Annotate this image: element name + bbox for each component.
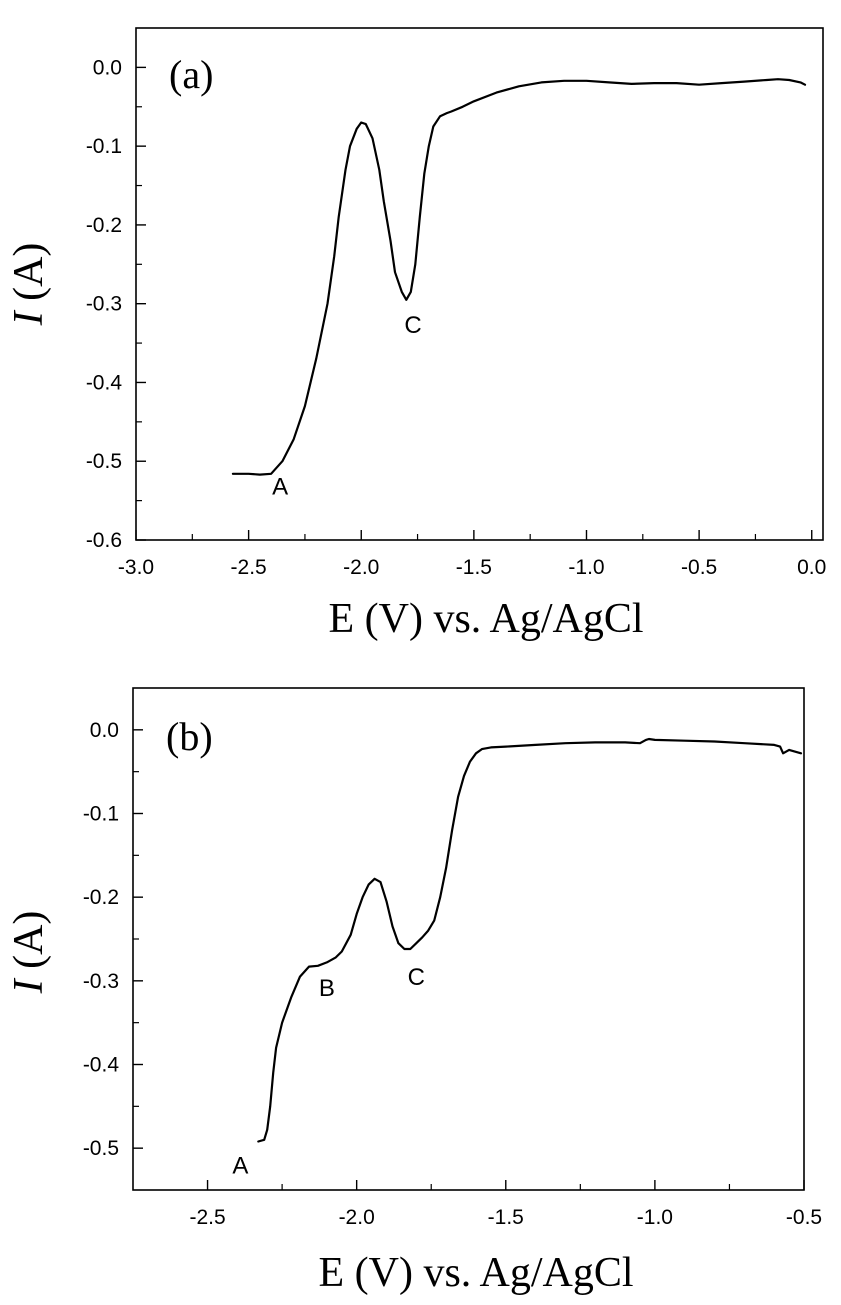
x-tick-label: -1.5 (456, 556, 492, 579)
plot-frame (135, 27, 824, 541)
y-tick-label: -0.1 (86, 135, 122, 158)
x-tick-label: -2.0 (339, 1206, 375, 1229)
x-tick-label: -1.0 (568, 556, 604, 579)
y-tick-label: -0.3 (83, 970, 119, 993)
x-tick-label: -1.0 (637, 1206, 673, 1229)
y-tick-label: -0.1 (83, 803, 119, 826)
annotation-C: C (408, 964, 425, 991)
series-line-current (231, 78, 807, 476)
panel-label: (a) (169, 52, 213, 97)
y-axis-title-italic: I (6, 309, 52, 326)
panel-label: (b) (166, 714, 213, 759)
y-tick-label: -0.6 (86, 529, 122, 552)
x-tick-label: -0.5 (681, 556, 717, 579)
y-axis-title: I (A) (6, 911, 52, 995)
series-line-current (257, 737, 803, 1143)
x-axis-title: E (V) vs. Ag/AgCl (319, 1250, 634, 1296)
y-tick-label: -0.5 (86, 450, 122, 473)
y-tick-label: 0.0 (93, 56, 122, 79)
y-tick-label: -0.5 (83, 1137, 119, 1160)
annotation-C: C (404, 312, 421, 339)
annotation-A: A (232, 1152, 248, 1179)
x-tick-label: -2.0 (343, 556, 379, 579)
y-tick-label: -0.4 (83, 1054, 120, 1077)
chart-panel-b: -2.5 -2.0 -1.5 -1.0 -0.5 0.0 -0.1 -0.2 -0.3 -0.4 -… (6, 687, 822, 1296)
annotation-A: A (272, 473, 288, 500)
x-tick-label: -2.5 (231, 556, 267, 579)
x-tick-label: -3.0 (118, 556, 154, 579)
y-tick-label: 0.0 (90, 719, 119, 742)
annotation-B: B (319, 975, 335, 1002)
y-tick-label: -0.2 (83, 886, 119, 909)
y-axis-title-unit: (A) (6, 243, 52, 312)
y-axis-title-unit: (A) (6, 911, 52, 980)
x-tick-label: -2.5 (189, 1206, 225, 1229)
x-tick-label: -0.5 (786, 1206, 822, 1229)
y-axis-title: I (A) (6, 243, 52, 327)
x-tick-label: 0.0 (797, 556, 826, 579)
y-tick-label: -0.4 (86, 371, 123, 394)
x-axis-title: E (V) vs. Ag/AgCl (329, 596, 644, 642)
y-axis-title-italic: I (6, 977, 52, 994)
y-tick-label: -0.3 (86, 293, 122, 316)
x-tick-label: -1.5 (488, 1206, 524, 1229)
y-tick-label: -0.2 (86, 214, 122, 237)
chart-panel-a: -3.0 -2.5 -2.0 -1.5 -1.0 -0.5 0.0 0.0 -0.1 -0.2 -0… (6, 27, 826, 642)
